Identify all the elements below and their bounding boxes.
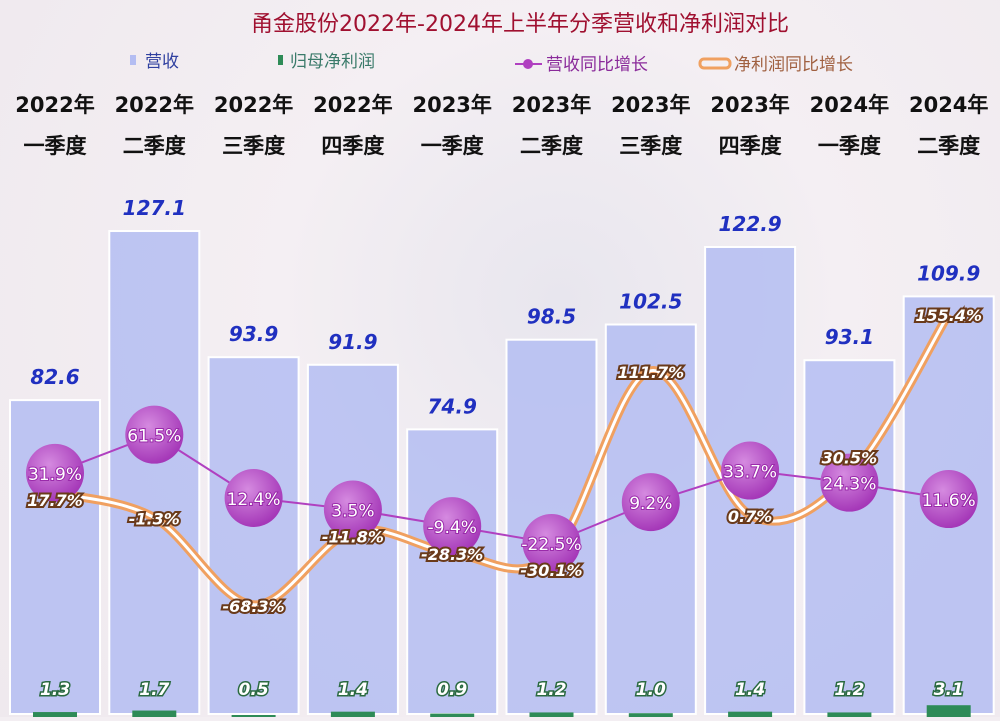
revenue-growth-marker xyxy=(323,480,382,539)
revenue-growth-marker xyxy=(26,443,84,502)
revenue-value-label: 93.1 xyxy=(825,325,874,349)
revenue-value-label: 98.5 xyxy=(527,305,576,329)
revenue-growth-label: 9.2% xyxy=(629,494,672,514)
legend-revenue-swatch xyxy=(130,55,136,65)
profit-bar xyxy=(132,710,177,717)
revenue-growth-label: 24.3% xyxy=(822,475,876,495)
category-label-quarter: 二季度 xyxy=(520,134,583,158)
legend-profitgrowth-line xyxy=(698,57,732,70)
revenue-growth-label: 61.5% xyxy=(127,427,181,447)
revenue-growth-marker xyxy=(423,497,482,556)
revenue-growth-marker xyxy=(820,453,879,512)
profit-growth-label: 17.7% xyxy=(27,491,83,510)
revenue-bar xyxy=(108,230,201,716)
revenue-value-label: 74.9 xyxy=(428,394,477,418)
profit-bar xyxy=(728,711,773,717)
legend-revgrowth-label: 营收同比增长 xyxy=(546,55,648,75)
revenue-growth-label: -22.5% xyxy=(521,535,581,555)
legend-revgrowth-marker xyxy=(523,59,533,69)
profit-bar xyxy=(529,712,574,717)
revenue-value-label: 93.9 xyxy=(229,322,278,346)
profit-value-label: 0.9 xyxy=(437,680,467,700)
profit-growth-label: 111.7% xyxy=(617,363,684,382)
profit-value-label: 1.3 xyxy=(40,680,70,700)
profit-value-label: 1.2 xyxy=(536,680,566,700)
profit-growth-label: -11.8% xyxy=(322,527,384,546)
category-label-year: 2024年 xyxy=(810,93,889,117)
profit-value-label: 1.2 xyxy=(834,680,864,700)
profit-bar xyxy=(231,715,276,717)
profit-value-label: 3.1 xyxy=(934,680,964,700)
category-label-quarter: 二季度 xyxy=(123,134,186,158)
category-label-year: 2023年 xyxy=(512,93,591,117)
category-label-year: 2022年 xyxy=(313,93,392,117)
revenue-growth-label: 11.6% xyxy=(922,491,976,511)
revenue-growth-label: -9.4% xyxy=(428,518,477,538)
category-label-year: 2022年 xyxy=(214,93,293,117)
category-label-quarter: 二季度 xyxy=(917,134,980,158)
revenue-bar xyxy=(406,428,499,715)
revenue-growth-label: 31.9% xyxy=(28,465,82,485)
category-label-quarter: 四季度 xyxy=(719,134,782,158)
revenue-bar xyxy=(207,356,300,715)
category-label-quarter: 一季度 xyxy=(24,134,87,158)
profit-value-label: 0.5 xyxy=(239,680,269,700)
profit-growth-label: -30.1% xyxy=(520,561,582,580)
profit-value-label: 1.4 xyxy=(338,680,368,700)
category-label-year: 2024年 xyxy=(909,93,988,117)
profit-bar xyxy=(628,713,673,717)
profit-bar xyxy=(330,711,375,717)
profit-bar xyxy=(430,713,475,717)
revenue-growth-marker xyxy=(721,441,780,500)
legend-revenue-label: 营收 xyxy=(145,52,179,72)
category-label-year: 2023年 xyxy=(710,93,789,117)
revenue-bar xyxy=(306,363,399,715)
revenue-growth-marker xyxy=(522,514,581,573)
profit-value-label: 1.0 xyxy=(636,680,666,700)
category-label-year: 2022年 xyxy=(115,93,194,117)
profit-bar xyxy=(827,712,872,717)
revenue-growth-label: 12.4% xyxy=(227,490,281,510)
legend-profitgrowth-label: 净利润同比增长 xyxy=(734,55,853,75)
revenue-value-label: 102.5 xyxy=(619,290,682,314)
revenue-value-label: 82.6 xyxy=(30,365,79,389)
revenue-growth-label: 3.5% xyxy=(331,501,374,521)
revenue-value-label: 127.1 xyxy=(123,196,186,220)
profit-growth-label: 30.5% xyxy=(822,449,878,468)
revenue-value-label: 91.9 xyxy=(328,330,377,354)
revenue-growth-marker xyxy=(621,473,680,532)
profit-growth-label: 0.7% xyxy=(728,507,772,526)
category-label-quarter: 一季度 xyxy=(818,134,881,158)
profit-value-label: 1.7 xyxy=(139,680,169,700)
category-label-quarter: 三季度 xyxy=(222,134,285,158)
category-label-quarter: 一季度 xyxy=(421,134,484,158)
profit-bar xyxy=(926,705,971,717)
profit-growth-label: -68.3% xyxy=(223,597,285,616)
revenue-growth-label: 33.7% xyxy=(723,463,777,483)
category-label-year: 2023年 xyxy=(611,93,690,117)
profit-value-label: 1.4 xyxy=(735,680,765,700)
category-label-year: 2023年 xyxy=(412,93,491,117)
revenue-growth-marker xyxy=(919,470,978,529)
legend-profit-label: 归母净利润 xyxy=(290,52,375,72)
revenue-bar xyxy=(803,359,896,715)
revenue-growth-line xyxy=(54,433,949,545)
revenue-growth-marker xyxy=(125,405,184,464)
legend-profit-swatch xyxy=(278,55,283,65)
category-label-year: 2022年 xyxy=(15,93,94,117)
profit-bar xyxy=(33,712,77,717)
chart-title: 甬金股份2022年-2024年上半年分季营收和净利润对比 xyxy=(251,12,789,37)
revenue-value-label: 122.9 xyxy=(718,212,781,236)
category-label-quarter: 四季度 xyxy=(321,134,384,158)
category-label-quarter: 三季度 xyxy=(619,134,682,158)
legend: 营收 归母净利润 营收同比增长 净利润同比增长 xyxy=(130,52,853,75)
revenue-growth-marker xyxy=(224,469,283,528)
profit-growth-label: -28.3% xyxy=(421,545,483,564)
revenue-value-label: 109.9 xyxy=(917,261,980,285)
profit-growth-label: -1.3% xyxy=(129,510,180,529)
profit-growth-label: 155.4% xyxy=(915,306,982,325)
